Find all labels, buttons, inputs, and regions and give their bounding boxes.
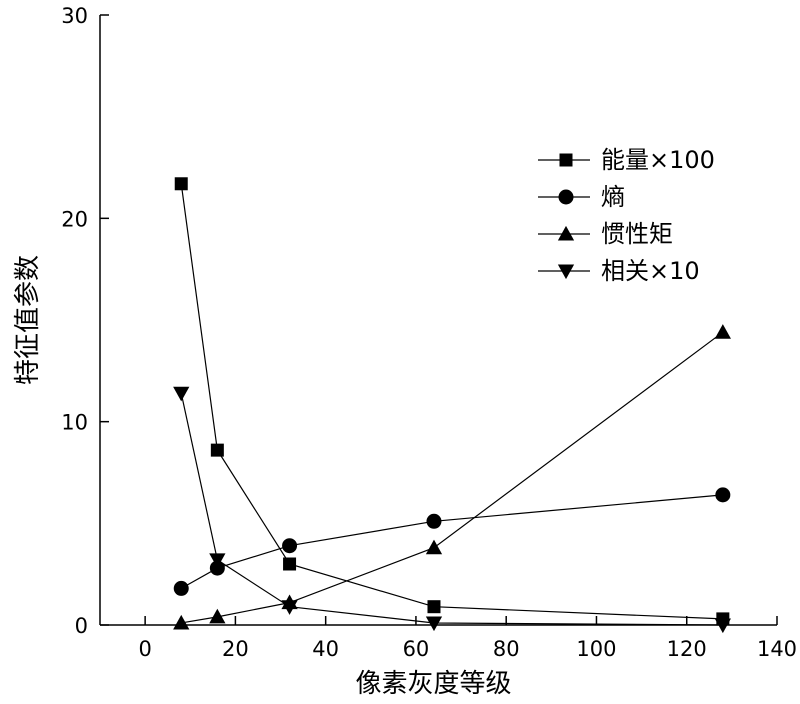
data-point [425, 616, 443, 632]
data-point [209, 560, 225, 576]
x-axis-label: 像素灰度等级 [355, 669, 511, 699]
data-point [427, 600, 441, 614]
legend-label: 惯性矩 [601, 220, 673, 248]
x-tick-label: 0 [138, 637, 151, 661]
data-point [209, 553, 226, 569]
x-tick-label: 100 [576, 637, 616, 661]
y-tick-label: 10 [61, 411, 88, 435]
x-tick-label: 40 [312, 637, 339, 661]
legend-marker [557, 225, 575, 241]
series-lines [173, 177, 731, 634]
legend-item: 能量×100 [538, 146, 715, 174]
data-point [209, 608, 226, 624]
legend-marker [559, 153, 573, 167]
legend-marker [558, 189, 574, 205]
data-point [173, 614, 190, 630]
legend-label: 相关×10 [601, 257, 700, 285]
x-tick-label: 20 [222, 637, 249, 661]
legend-item: 相关×10 [538, 257, 700, 285]
data-point [714, 324, 731, 339]
series-2 [173, 324, 731, 630]
legend-label: 能量×100 [601, 146, 715, 174]
data-point [174, 177, 188, 191]
series-1 [173, 487, 731, 596]
data-point [173, 386, 190, 402]
series-line [180, 393, 723, 626]
y-tick-label: 0 [75, 614, 88, 638]
series-line [181, 331, 724, 624]
y-tick-label: 30 [61, 4, 88, 28]
data-point [283, 557, 297, 571]
data-point [715, 487, 731, 503]
x-tick-label: 80 [493, 637, 520, 661]
series-3 [173, 386, 731, 634]
x-tick-label: 120 [667, 637, 707, 661]
data-point [426, 513, 442, 529]
legend-label: 熵 [601, 183, 625, 211]
data-point [425, 539, 443, 555]
data-point [282, 538, 298, 554]
y-axis-label: 特征值参数 [13, 255, 43, 385]
legend-item: 熵 [538, 183, 625, 211]
series-line [180, 494, 723, 589]
x-tick-label: 60 [403, 637, 430, 661]
legend-item: 惯性矩 [538, 220, 673, 248]
data-point [210, 443, 224, 457]
data-point [173, 580, 189, 596]
legend-marker [557, 264, 575, 280]
data-point [281, 600, 298, 615]
y-tick-label: 20 [61, 207, 88, 231]
axes: 0 10 20 30 0 20 40 60 80 100 120 140 [61, 4, 797, 661]
data-point [714, 618, 731, 634]
x-tick-label: 140 [757, 637, 797, 661]
